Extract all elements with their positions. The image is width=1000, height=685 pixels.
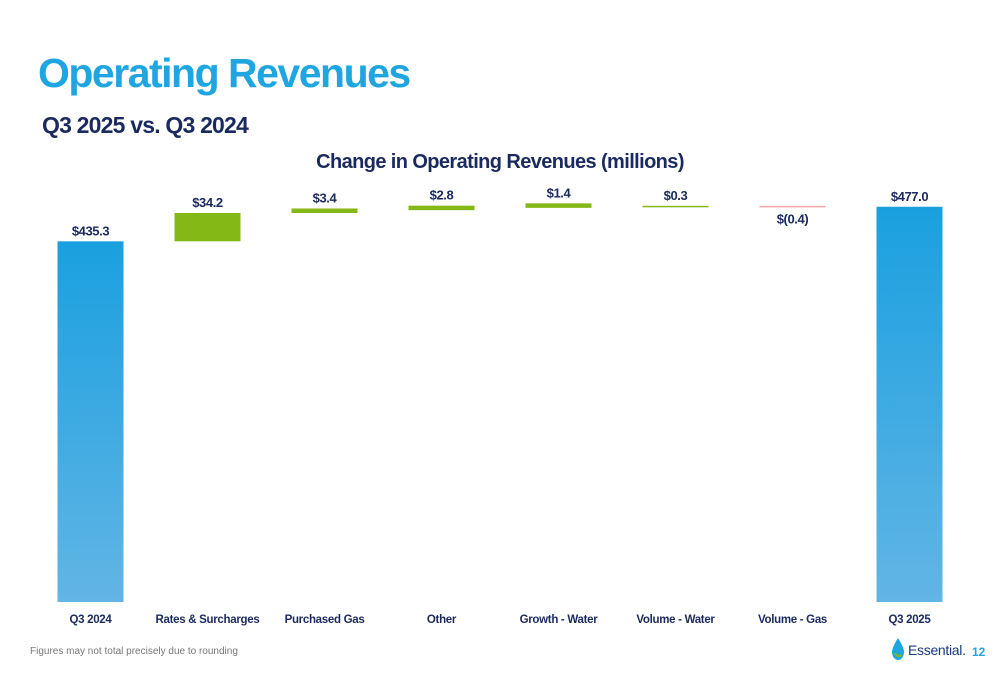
value-label-volume-water: $0.3 <box>664 188 688 203</box>
value-label-other: $2.8 <box>430 188 454 203</box>
value-label-purchased-gas: $3.4 <box>313 190 338 205</box>
essential-logo: Essential. <box>890 637 970 665</box>
category-label-purchased-gas: Purchased Gas <box>285 614 365 626</box>
logo-text: Essential. <box>908 642 966 658</box>
category-label-q3-2024: Q3 2024 <box>69 614 112 626</box>
bar-volume-gas <box>759 205 826 208</box>
waterfall-chart: $435.3$34.2 $3.4 $2.8 $1.4 $0.3$(0.4)$477.0 … <box>57 185 943 626</box>
chart-bars <box>57 203 943 602</box>
category-label-volume-water: Volume - Water <box>636 614 715 626</box>
chart-title: Change in Operating Revenues (millions) <box>316 151 684 173</box>
bar-growth-water <box>525 203 592 208</box>
category-label-q3-2025: Q3 2025 <box>888 614 931 626</box>
page-subtitle: Q3 2025 vs. Q3 2024 <box>42 112 249 138</box>
bar-volume-water <box>642 205 709 208</box>
value-label-q3-2025: $477.0 <box>891 189 929 204</box>
page-title: Operating Revenues <box>38 50 411 96</box>
water-drop-icon <box>892 638 904 660</box>
bar-purchased-gas <box>291 208 358 213</box>
category-label-other: Other <box>427 614 457 626</box>
bar-q3-2024 <box>57 241 124 602</box>
category-label-growth-water: Growth - Water <box>520 614 599 626</box>
category-label-rates-surcharges: Rates & Surcharges <box>156 614 260 626</box>
footnote: Figures may not total precisely due to r… <box>30 646 238 657</box>
page-number: 12 <box>972 645 986 659</box>
chart-category-labels: Q3 2024 Rates & Surcharges Purchased Gas Ot… <box>69 614 931 626</box>
category-label-volume-gas: Volume - Gas <box>758 614 827 626</box>
value-label-volume-gas: $(0.4) <box>777 211 809 226</box>
bar-other <box>408 205 475 211</box>
bar-q3-2025 <box>876 206 943 602</box>
chart-value-labels: $435.3 $34.2 $3.4 $2.8 $1.4 $0.3 $(0.4) $477.0 <box>72 185 929 238</box>
value-label-q3-2024: $435.3 <box>72 223 110 238</box>
value-label-rates-surcharges: $34.2 <box>192 195 223 210</box>
value-label-growth-water: $1.4 <box>547 185 572 200</box>
bar-rates-surcharges <box>174 212 241 242</box>
